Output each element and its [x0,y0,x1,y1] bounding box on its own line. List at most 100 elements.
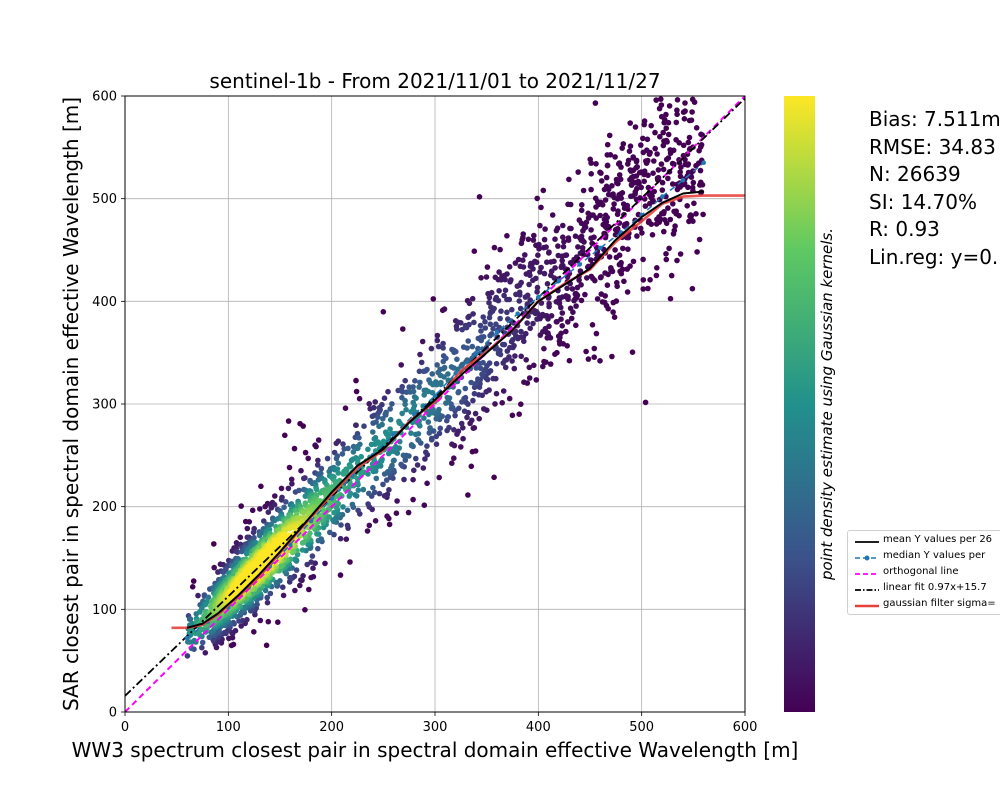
scatter-point [627,143,634,149]
scatter-point [555,252,562,259]
y-tick-label: 300 [92,398,117,413]
scatter-point [424,480,430,487]
scatter-point [641,121,647,128]
scatter-point [693,162,699,169]
scatter-point [574,284,581,291]
scatter-point [641,178,647,185]
scatter-point [496,269,502,275]
axis-ticks: 0 100 200 300 400 500 600 0 100 200 300 400 500 600 [92,90,757,736]
median-marker [184,635,190,641]
scatter-point [484,264,491,270]
scatter-point [460,435,466,442]
scatter-point [606,254,613,260]
scatter-point [677,251,684,257]
y-axis-label: SAR closest pair in spectral domain effe… [59,97,83,711]
scatter-point [534,195,540,202]
scatter-point [670,201,676,207]
scatter-point [486,314,493,321]
scatter-point [470,397,476,404]
scatter-point [579,202,585,208]
scatter-point [211,541,217,547]
median-marker [536,294,541,300]
median-marker [701,160,706,165]
scatter-point [648,122,654,129]
scatter-point [612,154,618,160]
scatter-point [520,257,526,264]
scatter-point [608,265,614,271]
scatter-point [577,234,583,241]
scatter-point [449,460,455,467]
scatter-point [322,560,328,567]
scatter-point [331,509,337,516]
scatter-point [601,216,608,223]
scatter-point [644,136,651,143]
scatter-point [412,431,419,438]
scatter-point [627,176,633,183]
scatter-point [629,349,636,356]
scatter-point [393,510,400,516]
scatter-point [558,264,564,271]
scatter-point [370,429,376,435]
scatter-point [640,149,647,156]
scatter-point [597,274,604,281]
scatter-point [597,358,603,364]
scatter-point [530,277,536,284]
scatter-point [314,531,320,537]
scatter-point [379,421,385,428]
scatter-point [661,228,667,235]
scatter-point [479,371,485,378]
scatter-point [689,184,696,191]
scatter-point [352,492,358,498]
scatter-point [540,187,547,194]
scatter-point [283,499,289,505]
scatter-point [454,326,460,332]
scatter-point [185,639,191,645]
scatter-point [415,437,421,443]
scatter-point [376,490,383,497]
scatter-point [445,377,452,384]
scatter-point [460,425,466,431]
scatter-point [517,305,524,312]
scatter-point [238,503,244,509]
median-marker [515,311,520,317]
scatter-point [422,456,428,462]
scatter-point [655,167,662,173]
scatter-point [433,433,440,440]
scatter-point [621,205,628,211]
scatter-point [547,361,554,367]
scatter-point [211,564,217,571]
scatter-point [600,221,606,228]
scatter-point [617,176,624,183]
scatter-point [358,453,365,460]
scatter-point [689,285,696,292]
scatter-point [640,256,646,263]
scatter-point [580,187,587,194]
scatter-point [537,332,544,338]
scatter-point [315,545,321,552]
scatter-point [652,145,658,152]
scatter-point [337,535,344,542]
scatter-point [271,501,278,508]
scatter-point [287,575,293,581]
scatter-point [630,155,636,161]
scatter-point [280,592,287,599]
scatter-point [588,171,594,177]
scatter-point [195,592,201,599]
scatter-point [700,211,706,218]
scatter-point [511,365,518,372]
scatter-point [642,399,649,406]
scatter-point [402,377,409,384]
scatter-point [588,227,594,233]
scatter-point [237,534,244,541]
scatter-point [257,617,264,624]
scatter-point [417,379,423,386]
legend-label-median: median Y values per [883,550,986,561]
scatter-point [665,175,671,182]
scatter-point [478,328,484,334]
scatter-point [468,463,475,470]
scatter-point [291,445,298,452]
scatter-point [466,300,473,307]
scatter-point [463,324,470,331]
scatter-point [548,259,554,265]
